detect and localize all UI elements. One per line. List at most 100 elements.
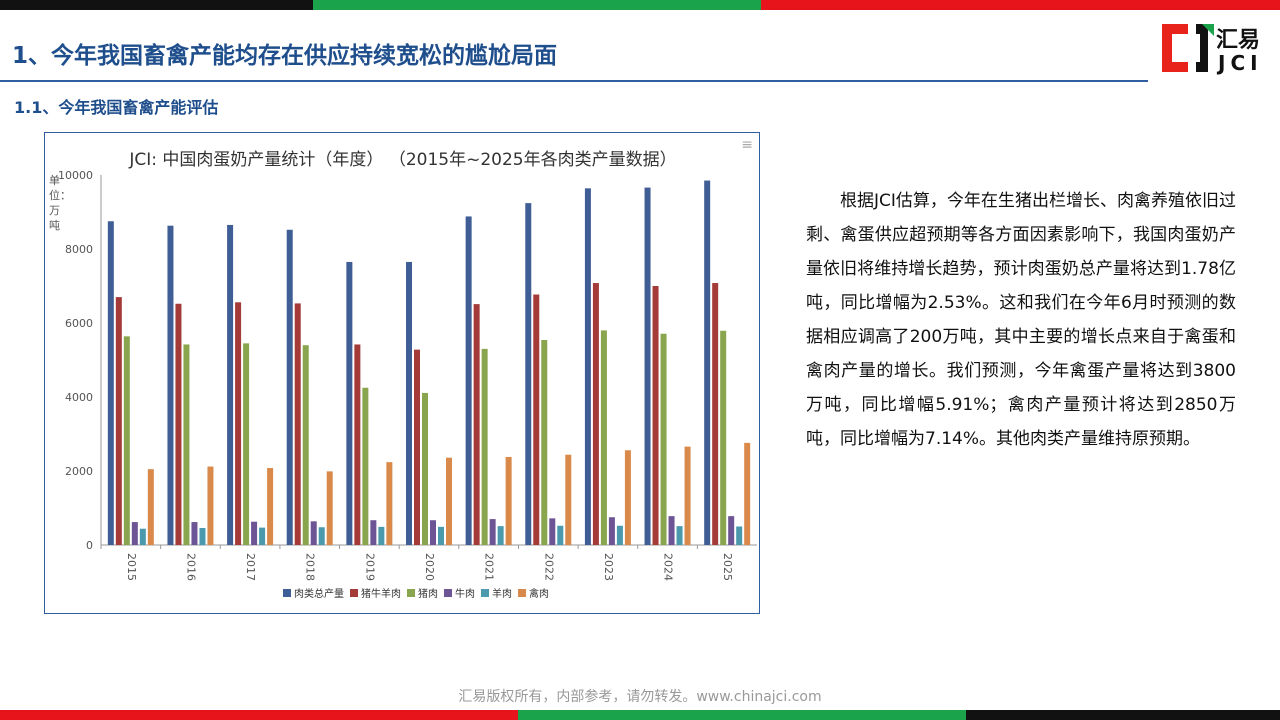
bar — [616, 525, 623, 545]
bar — [736, 526, 743, 545]
y-tick-label: 6000 — [65, 317, 93, 330]
bar — [183, 344, 190, 545]
legend-label: 羊肉 — [492, 587, 512, 600]
bar — [414, 349, 420, 545]
bar — [386, 462, 393, 545]
chart-container: JCI: 中国肉蛋奶产量统计（年度） （2015年~2025年各肉类产量数据） … — [44, 132, 760, 614]
legend-label: 禽肉 — [529, 587, 549, 600]
top-color-bar — [0, 0, 1280, 10]
logo-text-cn: 汇易 — [1216, 28, 1261, 53]
bar — [592, 283, 599, 545]
bar — [541, 340, 548, 545]
bar — [107, 221, 114, 545]
bar — [652, 286, 659, 545]
bar — [584, 188, 591, 545]
bar — [235, 302, 242, 545]
bar — [644, 187, 651, 545]
legend-label: 猪肉 — [418, 587, 438, 600]
chart-plot: 0 2000 4000 6000 8000 10000 2015 2016 2017 2018 20… — [58, 169, 757, 600]
legend-swatch — [407, 589, 415, 597]
bottom-bar-black-segment — [966, 710, 1280, 720]
bar — [199, 527, 206, 545]
bar — [310, 521, 317, 545]
bar — [422, 392, 428, 545]
bar — [624, 450, 631, 545]
bar — [131, 522, 138, 545]
bar — [473, 304, 480, 545]
x-tick-label: 2025 — [721, 553, 734, 581]
legend-swatch — [283, 589, 291, 597]
bar — [744, 442, 751, 545]
bar — [704, 180, 711, 546]
x-tick-label: 2015 — [125, 553, 138, 581]
legend-swatch — [518, 589, 526, 597]
x-tick-label: 2019 — [363, 553, 376, 581]
bar — [267, 468, 274, 545]
jci-logo-icon — [1162, 24, 1214, 72]
bar — [712, 283, 719, 545]
top-bar-red-segment — [761, 0, 1280, 10]
bar — [608, 517, 615, 545]
bar — [115, 297, 122, 545]
bar — [668, 516, 675, 545]
bar — [676, 526, 683, 545]
bar — [525, 203, 532, 545]
bar — [370, 520, 377, 545]
top-bar-green-segment — [313, 0, 761, 10]
x-tick-label: 2016 — [184, 553, 197, 581]
legend-label: 肉类总产量 — [294, 587, 344, 600]
bottom-bar-green-segment — [518, 710, 966, 720]
bar — [497, 526, 504, 545]
bar — [259, 527, 266, 545]
bar — [207, 466, 214, 545]
bar — [446, 457, 452, 545]
bar — [406, 261, 412, 545]
bar — [505, 456, 512, 545]
y-tick-label: 2000 — [65, 465, 93, 478]
page-title: 1、今年我国畜禽产能均存在供应持续宽松的尴尬局面 — [12, 43, 558, 69]
bar — [549, 518, 556, 545]
top-bar-black-segment — [0, 0, 313, 10]
x-tick-label: 2024 — [662, 553, 675, 581]
bar — [227, 224, 234, 545]
bar — [139, 528, 146, 545]
bar — [660, 333, 667, 545]
legend-swatch — [481, 589, 489, 597]
bar — [243, 343, 250, 545]
bar — [346, 261, 353, 545]
bar — [318, 527, 325, 545]
x-tick-label: 2017 — [244, 553, 257, 581]
chart-title: JCI: 中国肉蛋奶产量统计（年度） （2015年~2025年各肉类产量数据） — [129, 150, 677, 170]
bar — [489, 519, 496, 545]
bar — [720, 330, 727, 545]
logo-text-en: JCI — [1218, 51, 1263, 75]
bar — [533, 294, 540, 545]
x-tick-label: 2021 — [483, 553, 496, 581]
y-tick-label: 4000 — [65, 391, 93, 404]
bar — [302, 345, 309, 545]
legend-swatch — [444, 589, 452, 597]
section-subtitle: 1.1、今年我国畜禽产能评估 — [14, 98, 219, 117]
bar — [438, 526, 444, 545]
bar — [728, 516, 735, 545]
bar — [251, 521, 258, 545]
y-tick-label: 0 — [86, 539, 93, 552]
bar — [565, 454, 572, 545]
title-divider — [0, 80, 1148, 82]
bar — [600, 330, 607, 545]
x-tick-label: 2023 — [602, 553, 615, 581]
legend-label: 牛肉 — [455, 587, 475, 600]
bottom-bar-red-segment — [0, 710, 518, 720]
bar — [465, 216, 472, 545]
bar — [354, 344, 361, 545]
x-tick-label: 2020 — [423, 553, 436, 581]
bottom-color-bar — [0, 710, 1280, 720]
legend-label: 猪牛羊肉 — [361, 587, 401, 600]
legend-swatch — [350, 589, 358, 597]
bar — [191, 522, 198, 545]
analysis-paragraph: 根据JCI估算，今年在生猪出栏增长、肉禽养殖依旧过剩、禽蛋供应超预期等各方面因素… — [806, 191, 1236, 449]
bar — [175, 303, 182, 545]
bar — [430, 520, 436, 545]
chart-menu-icon[interactable]: ≡ — [741, 137, 753, 153]
y-tick-label: 8000 — [65, 243, 93, 256]
